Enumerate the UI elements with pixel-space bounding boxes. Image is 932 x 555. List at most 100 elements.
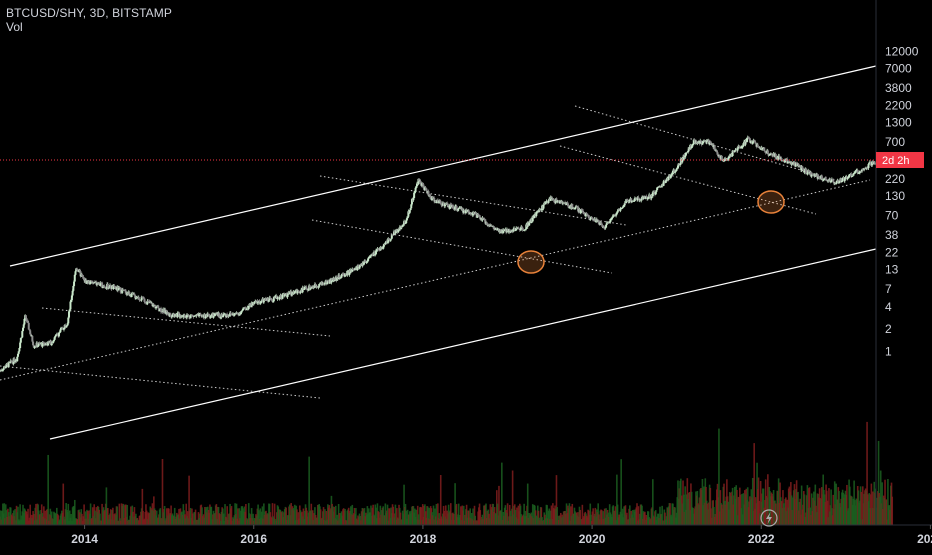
candle-body xyxy=(565,202,568,205)
price-tag-label: 2d 2h xyxy=(882,155,910,167)
candle-body xyxy=(873,162,876,165)
volume-bar xyxy=(603,508,606,525)
candle-body xyxy=(608,222,611,223)
candle-body xyxy=(671,170,674,175)
candle-body xyxy=(242,308,245,310)
candle-body xyxy=(34,346,37,348)
circle-markers xyxy=(517,190,785,274)
circle-marker xyxy=(757,190,785,214)
candle-body xyxy=(523,229,526,231)
candle-body xyxy=(871,161,874,166)
candle-body xyxy=(240,310,243,313)
candle-body xyxy=(502,229,505,234)
volume-bar xyxy=(235,503,238,525)
candle-body xyxy=(421,182,424,185)
volume-bar xyxy=(116,506,118,525)
candle-body xyxy=(692,139,695,145)
candle-body xyxy=(302,287,305,290)
candle-body xyxy=(317,286,320,288)
candle-body xyxy=(511,230,514,232)
candle-body xyxy=(309,287,312,290)
candle-body xyxy=(60,328,63,330)
candle-body xyxy=(387,238,390,240)
candle-body xyxy=(446,204,449,208)
candle-body xyxy=(344,273,347,275)
candle-body xyxy=(710,142,713,145)
candle-body xyxy=(633,198,636,201)
candle-body xyxy=(474,212,477,215)
candle-body xyxy=(336,277,339,281)
candle-body xyxy=(866,167,869,169)
candle-body xyxy=(22,327,25,332)
candle-body xyxy=(269,297,272,299)
candle-body xyxy=(61,327,64,330)
volume-bar xyxy=(145,510,148,525)
volume-bar xyxy=(263,503,265,525)
candle-body xyxy=(296,290,299,293)
volume-bars xyxy=(0,421,894,525)
candle-body xyxy=(623,205,626,207)
candle-body xyxy=(17,351,20,354)
candle-body xyxy=(414,187,417,193)
candle-body xyxy=(784,159,787,163)
volume-bar xyxy=(230,506,233,525)
volume-bar xyxy=(803,494,806,525)
candle-body xyxy=(708,141,711,144)
volume-bar xyxy=(891,496,894,525)
candle-body xyxy=(454,206,457,210)
volume-bar xyxy=(155,510,158,525)
candle-body xyxy=(806,173,809,175)
lightning-icon[interactable] xyxy=(760,509,778,527)
candle-body xyxy=(535,212,538,216)
candle-body xyxy=(602,226,605,229)
candle-body xyxy=(699,140,702,144)
candle-body xyxy=(24,315,27,319)
volume-bar xyxy=(237,508,239,525)
candle-body xyxy=(669,175,672,178)
candle-body xyxy=(83,278,86,280)
volume-bar xyxy=(506,503,509,525)
trendline-solid xyxy=(49,248,877,440)
volume-bar xyxy=(629,505,631,525)
candle-body xyxy=(605,222,608,225)
price-axis[interactable]: 12000 7000 3800 2200 1300 700 220 130 70 38 22 13 7 4… xyxy=(885,44,919,358)
candle-body xyxy=(267,298,270,302)
volume-bar xyxy=(548,508,551,525)
volume-bar xyxy=(261,506,264,525)
candle-body xyxy=(520,226,523,228)
volume-bar xyxy=(462,505,465,525)
candle-body xyxy=(389,239,392,241)
candle-body xyxy=(72,285,75,291)
volume-bar xyxy=(473,505,476,525)
volume-bar xyxy=(73,499,76,525)
volume-bar xyxy=(194,509,197,525)
candle-body xyxy=(137,296,140,300)
candle-body xyxy=(293,291,296,294)
volume-bar xyxy=(674,507,676,525)
volume-bar xyxy=(133,507,136,525)
candle-body xyxy=(630,198,633,203)
volume-bar xyxy=(885,499,888,525)
volume-bar xyxy=(469,508,471,525)
volume-bar xyxy=(641,505,643,525)
candle-body xyxy=(73,274,76,282)
candle-body xyxy=(552,199,555,201)
volume-bar xyxy=(570,506,572,525)
candle-body xyxy=(455,205,458,210)
volume-bar xyxy=(616,474,618,525)
candle-body xyxy=(444,203,447,207)
candle-body xyxy=(369,256,372,258)
candle-body xyxy=(14,361,17,363)
time-axis[interactable]: 2014 2016 2018 2020 2022 2024 xyxy=(71,525,932,546)
candle-body xyxy=(841,178,844,181)
volume-bar xyxy=(465,504,468,525)
candle-body xyxy=(383,243,386,245)
candle-body xyxy=(734,149,737,151)
candle-body xyxy=(792,162,795,164)
candle-body xyxy=(199,313,202,315)
candle-body xyxy=(822,179,825,181)
candle-body xyxy=(687,151,690,153)
candle-body xyxy=(697,143,700,144)
